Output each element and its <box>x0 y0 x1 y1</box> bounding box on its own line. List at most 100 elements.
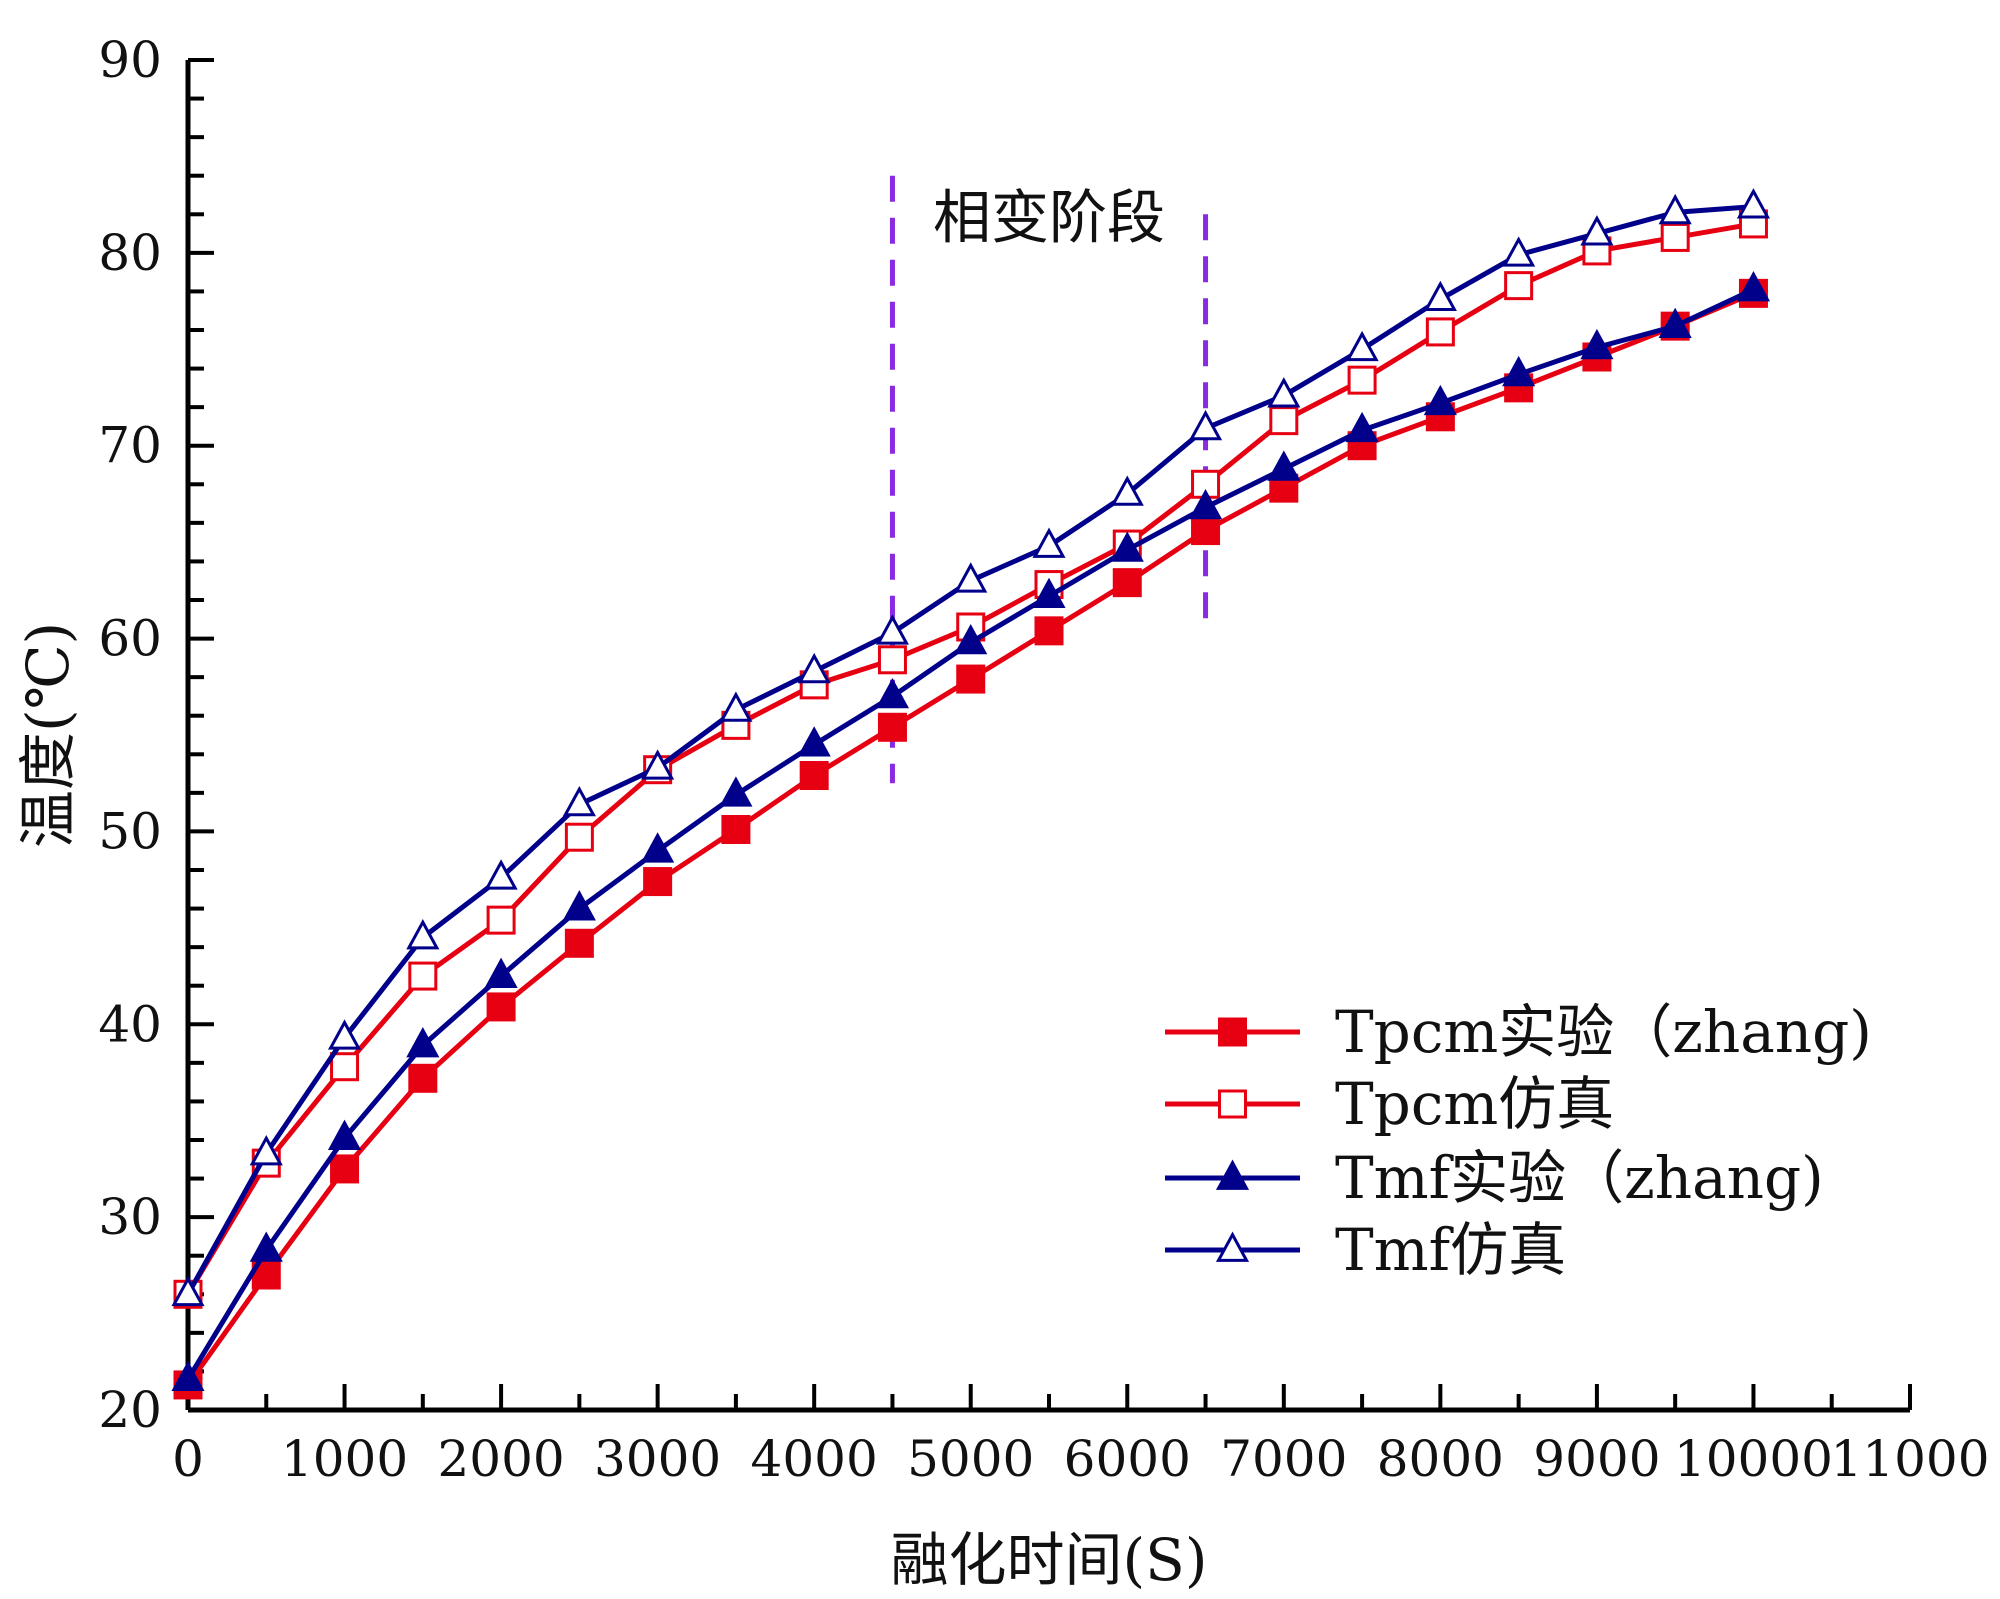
data-point <box>1658 307 1692 339</box>
legend-marker <box>1215 1159 1250 1190</box>
data-point <box>721 815 751 844</box>
data-point <box>1191 469 1221 499</box>
data-point <box>564 928 594 958</box>
data-point <box>1580 215 1614 246</box>
data-point <box>954 623 988 655</box>
data-point <box>1032 577 1066 609</box>
data-point <box>799 761 829 790</box>
data-point <box>1267 377 1301 408</box>
data-point <box>562 890 596 921</box>
data-point <box>486 992 516 1022</box>
data-point <box>408 961 438 991</box>
y-tick-label: 50 <box>98 802 162 860</box>
data-point <box>877 645 907 675</box>
data-point <box>564 822 594 852</box>
data-point <box>330 1052 360 1082</box>
data-point <box>1736 188 1771 219</box>
data-point <box>1580 328 1614 360</box>
data-point <box>1034 616 1064 646</box>
x-tick-label: 1000 <box>281 1430 408 1488</box>
data-point <box>1423 384 1457 416</box>
legend-item: Tmf仿真 <box>1165 1216 1566 1284</box>
phase-annotation: 相变阶段 <box>889 175 1209 784</box>
x-tick-label: 7000 <box>1220 1430 1347 1488</box>
data-point <box>1660 222 1690 252</box>
series-3 <box>171 271 1771 1392</box>
data-point <box>171 1275 205 1307</box>
y-tick-label: 30 <box>98 1188 162 1246</box>
data-point <box>1345 330 1379 362</box>
data-point <box>484 859 518 890</box>
data-point <box>327 1119 362 1150</box>
data-point <box>719 691 753 722</box>
data-point <box>641 832 675 863</box>
y-tick-label: 70 <box>98 417 162 475</box>
data-point <box>641 749 675 780</box>
series-group <box>171 188 1771 1400</box>
data-point <box>956 664 986 694</box>
data-point <box>562 785 596 817</box>
y-tick-label: 60 <box>98 610 162 668</box>
legend-marker <box>1215 1231 1250 1262</box>
data-point <box>406 1027 440 1058</box>
data-point <box>643 867 673 897</box>
legend-marker <box>1218 1017 1247 1047</box>
x-tick-label: 6000 <box>1064 1430 1191 1488</box>
legend-label: Tpcm仿真 <box>1335 1070 1614 1138</box>
legend-label: Tmf实验（zhang) <box>1335 1144 1824 1212</box>
legend-item: Tmf实验（zhang) <box>1165 1144 1824 1212</box>
legend-item: Tpcm实验（zhang) <box>1165 998 1872 1066</box>
data-point <box>1110 531 1144 562</box>
data-point <box>1267 450 1301 481</box>
data-point <box>877 712 907 742</box>
data-point <box>1425 317 1455 347</box>
x-tick-label: 11000 <box>1830 1430 1989 1488</box>
data-point <box>1347 365 1377 395</box>
x-tick-label: 3000 <box>594 1430 721 1488</box>
legend-label: Tmf仿真 <box>1335 1216 1566 1284</box>
data-point <box>1504 271 1534 301</box>
x-tick-label: 0 <box>172 1430 204 1488</box>
x-axis-title: 融化时间(S) <box>891 1526 1208 1594</box>
data-point <box>1188 409 1223 441</box>
data-point <box>1502 236 1536 267</box>
data-point <box>797 726 831 757</box>
x-tick-label: 4000 <box>751 1430 878 1488</box>
data-point <box>719 776 753 807</box>
axes: 20 30 40 50 60 70 80 90 0 1000 2000 3000 4000 5000 600… <box>14 31 1990 1594</box>
y-tick-label: 40 <box>98 995 162 1053</box>
data-point <box>249 1135 283 1166</box>
x-tick-label: 9000 <box>1533 1430 1660 1488</box>
y-tick-label: 90 <box>98 31 162 89</box>
data-point <box>954 562 988 593</box>
x-tick-label: 5000 <box>907 1430 1034 1488</box>
series-4 <box>171 188 1771 1307</box>
data-point <box>1502 355 1536 387</box>
data-point <box>875 677 910 709</box>
data-point <box>408 1063 438 1093</box>
legend-marker <box>1218 1089 1247 1119</box>
y-tick-label: 20 <box>98 1381 162 1439</box>
y-axis-title: 温度(℃) <box>14 622 82 848</box>
data-point <box>486 905 516 935</box>
data-point <box>1032 527 1066 558</box>
data-point <box>1269 406 1299 436</box>
legend-label: Tpcm实验（zhang) <box>1335 998 1872 1066</box>
data-point <box>797 652 831 684</box>
phase-label: 相变阶段 <box>933 183 1165 251</box>
data-point <box>484 957 518 988</box>
data-point <box>330 1154 360 1184</box>
data-point <box>1658 193 1692 225</box>
x-tick-label: 8000 <box>1377 1430 1504 1488</box>
data-point <box>171 1360 205 1392</box>
data-point <box>1345 411 1379 443</box>
data-point <box>1112 568 1142 598</box>
data-point <box>1110 475 1144 506</box>
data-point <box>327 1019 362 1050</box>
x-tick-label: 10000 <box>1674 1430 1833 1488</box>
data-point <box>406 919 440 950</box>
x-tick-label: 2000 <box>437 1430 564 1488</box>
data-point <box>1191 516 1221 546</box>
